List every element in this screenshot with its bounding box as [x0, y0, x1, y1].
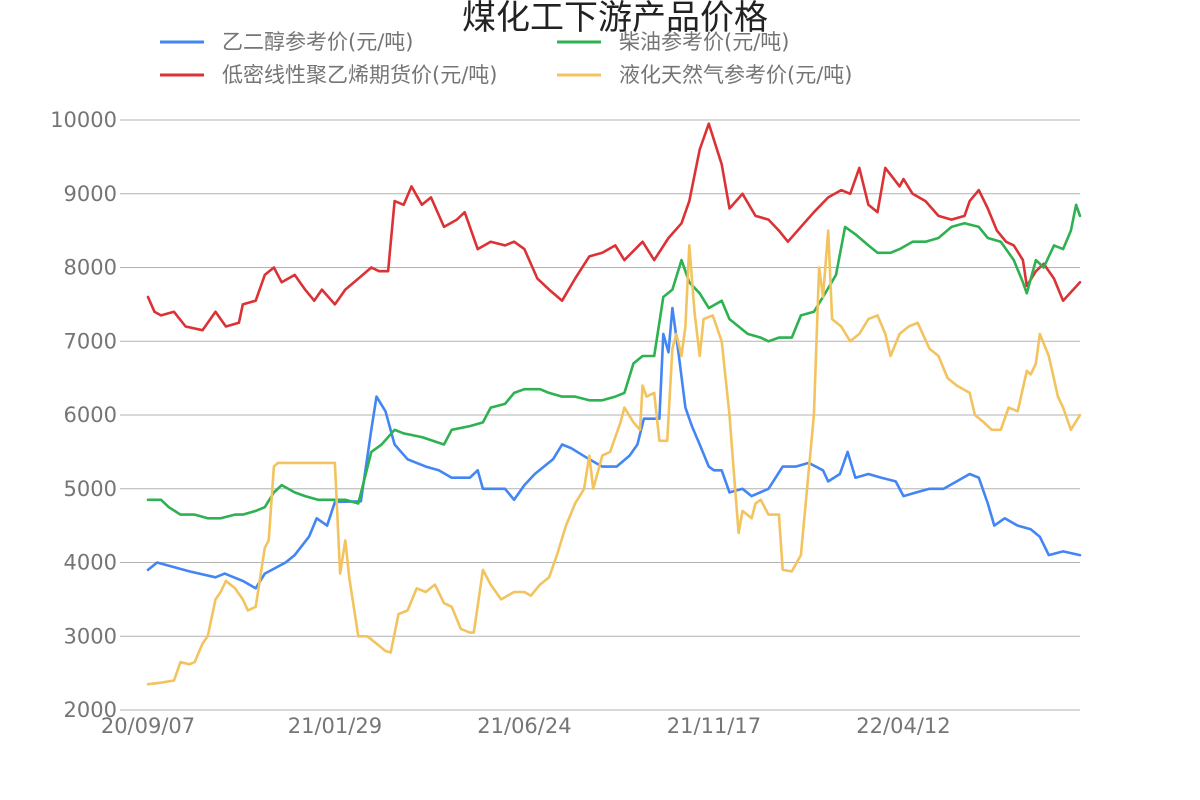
- legend-label: 低密线性聚乙烯期货价(元/吨): [222, 63, 497, 87]
- series-line-2: [146, 122, 1082, 332]
- chart-title: 煤化工下游产品价格: [462, 0, 768, 38]
- y-gridlines: [120, 119, 1080, 711]
- legend-item: 低密线性聚乙烯期货价(元/吨): [160, 63, 497, 87]
- legend-item: 液化天然气参考价(元/吨): [557, 63, 852, 87]
- legend-label: 乙二醇参考价(元/吨): [222, 30, 413, 54]
- y-tick-label: 10000: [50, 108, 117, 132]
- plot-area: [146, 122, 1082, 686]
- chart-legend: 乙二醇参考价(元/吨) 低密线性聚乙烯期货价(元/吨) 柴油参考价(元/吨) 液化天然…: [160, 30, 852, 87]
- x-tick-label: 20/09/07: [101, 714, 195, 738]
- y-tick-label: 5000: [64, 477, 117, 501]
- y-axis: 2000 3000 4000 5000 6000 7000 8000 9000 10000: [50, 108, 117, 722]
- x-tick-label: 21/06/24: [477, 714, 571, 738]
- series-line-1: [146, 306, 1082, 590]
- legend-item: 柴油参考价(元/吨): [557, 30, 789, 54]
- y-tick-label: 3000: [64, 624, 117, 648]
- y-tick-label: 2000: [64, 698, 117, 722]
- series-line-4: [146, 229, 1082, 686]
- series-line-3: [146, 203, 1082, 520]
- y-tick-label: 9000: [64, 182, 117, 206]
- legend-label: 液化天然气参考价(元/吨): [619, 63, 852, 87]
- x-axis: 20/09/07 21/01/29 21/06/24 21/11/17 22/04/12: [101, 714, 951, 738]
- y-tick-label: 7000: [64, 329, 117, 353]
- y-tick-label: 8000: [64, 256, 117, 280]
- x-tick-label: 21/01/29: [288, 714, 382, 738]
- x-tick-label: 21/11/17: [667, 714, 761, 738]
- y-tick-label: 4000: [64, 551, 117, 575]
- y-tick-label: 6000: [64, 403, 117, 427]
- x-tick-label: 22/04/12: [856, 714, 950, 738]
- legend-label: 柴油参考价(元/吨): [619, 30, 789, 54]
- legend-item: 乙二醇参考价(元/吨): [160, 30, 413, 54]
